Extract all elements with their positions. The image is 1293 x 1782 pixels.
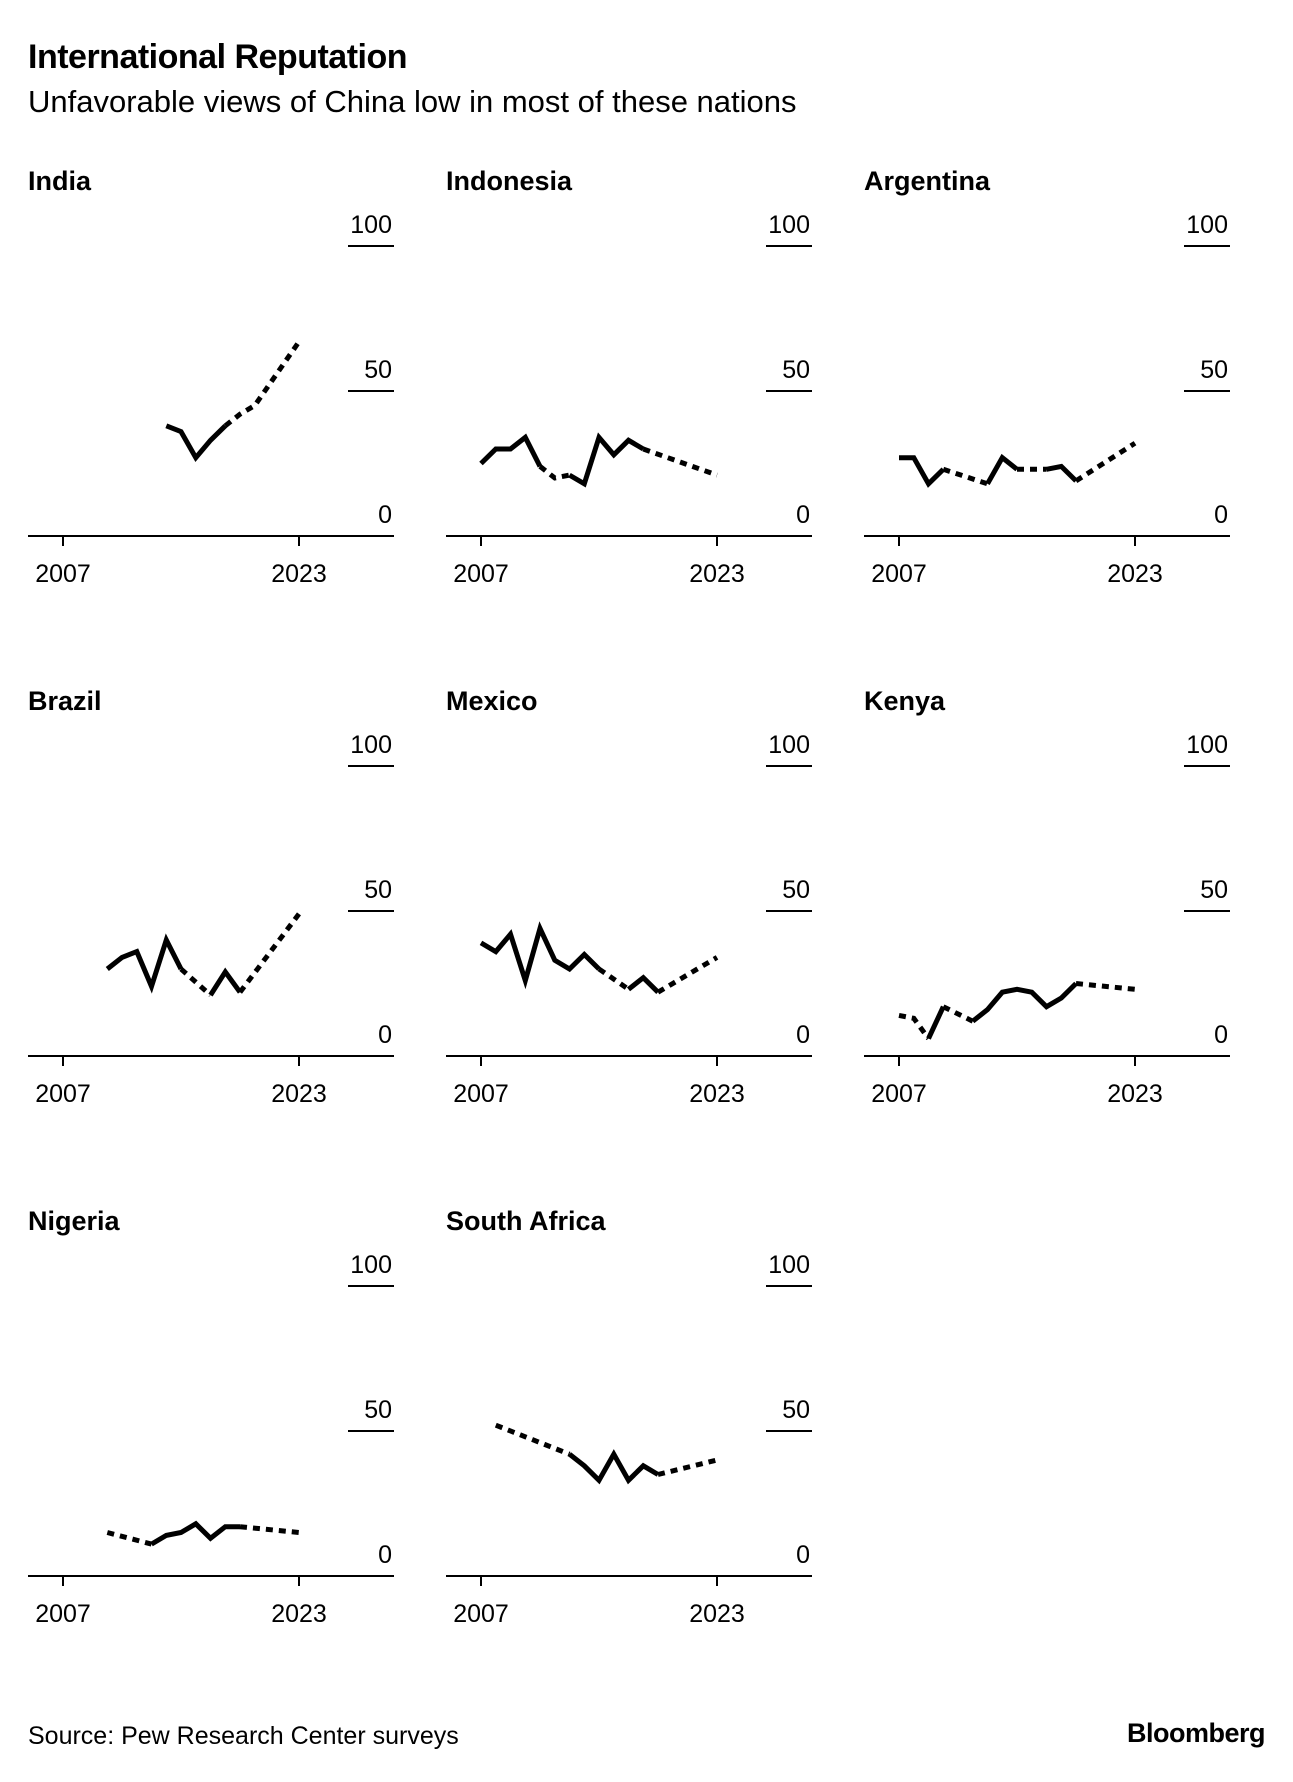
series-line-dashed [538, 464, 570, 481]
series-line-dashed [898, 1012, 931, 1041]
series-line-solid [926, 1005, 946, 1040]
line-chart: 0 50 100 2007 2023 [864, 731, 1230, 1108]
series-line-dashed [642, 446, 718, 478]
series-line-dashed [597, 966, 630, 992]
x-tick-label: 2023 [271, 1080, 327, 1108]
x-tick-label: 2023 [689, 560, 745, 588]
series-line-dashed [942, 466, 989, 487]
x-tick-label: 2007 [35, 1600, 91, 1628]
line-chart: 0 50 100 2007 2023 [28, 211, 394, 588]
y-tick-label: 0 [1214, 501, 1228, 529]
series-line-dashed [494, 1422, 571, 1457]
series-line-solid [208, 967, 243, 997]
x-tick-label: 2007 [453, 1600, 509, 1628]
y-tick-label: 0 [796, 501, 810, 529]
brand-logo: Bloomberg [1126, 1718, 1266, 1748]
x-tick-label: 2007 [453, 560, 509, 588]
y-tick-label: 100 [350, 731, 392, 759]
y-tick-label: 100 [1186, 211, 1228, 239]
y-tick-label: 50 [364, 356, 392, 384]
series-line-dashed [179, 967, 213, 997]
chart-title: International Reputation [28, 38, 408, 76]
panel-title: India [28, 166, 92, 196]
series-line-solid [150, 1520, 240, 1547]
x-tick-label: 2007 [35, 1080, 91, 1108]
panel-indonesia: Indonesia 0 50 100 2007 2023 [446, 166, 816, 626]
y-tick-label: 100 [768, 731, 810, 759]
panel-brazil: Brazil 0 50 100 2007 2023 [28, 686, 398, 1146]
x-tick-label: 2023 [1107, 560, 1163, 588]
line-chart: 0 50 100 2007 2023 [864, 211, 1230, 588]
y-tick-label: 100 [1186, 731, 1228, 759]
y-tick-label: 50 [364, 1396, 392, 1424]
series-line-solid [626, 974, 660, 994]
series-line-solid [985, 453, 1019, 486]
panel-kenya: Kenya 0 50 100 2007 2023 [864, 686, 1234, 1146]
panel-title: Kenya [864, 686, 946, 716]
y-tick-label: 0 [378, 501, 392, 529]
x-tick-label: 2023 [271, 1600, 327, 1628]
y-tick-label: 0 [378, 1021, 392, 1049]
panel-india: India 0 50 100 2007 2023 [28, 166, 398, 626]
panel-title: Mexico [446, 686, 538, 716]
series-line-dashed [223, 340, 302, 428]
line-chart: 0 50 100 2007 2023 [28, 731, 394, 1108]
x-tick-label: 2023 [1107, 1080, 1163, 1108]
panel-title: Indonesia [446, 166, 573, 196]
series-line-dashed [238, 912, 301, 994]
y-tick-label: 100 [350, 1251, 392, 1279]
series-line-solid [1046, 463, 1078, 483]
y-tick-label: 50 [364, 876, 392, 904]
series-line-solid [568, 432, 645, 488]
y-tick-label: 0 [1214, 1021, 1228, 1049]
x-tick-label: 2007 [871, 1080, 927, 1108]
series-line-dashed [239, 1524, 300, 1535]
y-tick-label: 50 [782, 356, 810, 384]
series-line-solid [479, 921, 601, 990]
x-tick-label: 2007 [453, 1080, 509, 1108]
panel-south-africa: South Africa 0 50 100 2007 2023 [446, 1206, 816, 1666]
x-tick-label: 2023 [271, 560, 327, 588]
series-line-solid [899, 455, 946, 488]
line-chart: 0 50 100 2007 2023 [446, 731, 812, 1108]
line-chart: 0 50 100 2007 2023 [446, 1251, 812, 1628]
x-tick-label: 2007 [35, 560, 91, 588]
y-tick-label: 100 [350, 211, 392, 239]
series-line-solid [567, 1449, 660, 1485]
series-line-dashed [1074, 441, 1137, 484]
panel-title: Brazil [28, 686, 102, 716]
panel-nigeria: Nigeria 0 50 100 2007 2023 [28, 1206, 398, 1666]
series-line-dashed [657, 1457, 718, 1477]
series-line-solid [971, 981, 1078, 1024]
panel-title: South Africa [446, 1206, 606, 1236]
line-chart: 0 50 100 2007 2023 [28, 1251, 394, 1628]
series-line-dashed [106, 1530, 153, 1547]
series-line-dashed [942, 1004, 974, 1024]
series-line-solid [165, 423, 228, 463]
series-line-solid [105, 933, 184, 994]
y-tick-label: 0 [378, 1541, 392, 1569]
chart-subtitle: Unfavorable views of China low in most o… [28, 84, 797, 119]
panel-title: Argentina [864, 166, 991, 196]
x-tick-label: 2007 [871, 560, 927, 588]
series-line-dashed [1075, 981, 1136, 992]
y-tick-label: 0 [796, 1021, 810, 1049]
y-tick-label: 50 [782, 1396, 810, 1424]
y-tick-label: 100 [768, 211, 810, 239]
source-note: Source: Pew Research Center surveys [28, 1722, 459, 1750]
y-tick-label: 50 [782, 876, 810, 904]
y-tick-label: 50 [1200, 876, 1228, 904]
y-tick-label: 50 [1200, 356, 1228, 384]
panel-title: Nigeria [28, 1206, 120, 1236]
line-chart: 0 50 100 2007 2023 [446, 211, 812, 588]
x-tick-label: 2023 [689, 1600, 745, 1628]
x-tick-label: 2023 [689, 1080, 745, 1108]
series-line-dashed [656, 955, 719, 995]
y-tick-label: 100 [768, 1251, 810, 1279]
y-tick-label: 0 [796, 1541, 810, 1569]
panel-mexico: Mexico 0 50 100 2007 2023 [446, 686, 816, 1146]
panel-argentina: Argentina 0 50 100 2007 2023 [864, 166, 1234, 626]
series-line-solid [479, 433, 543, 468]
